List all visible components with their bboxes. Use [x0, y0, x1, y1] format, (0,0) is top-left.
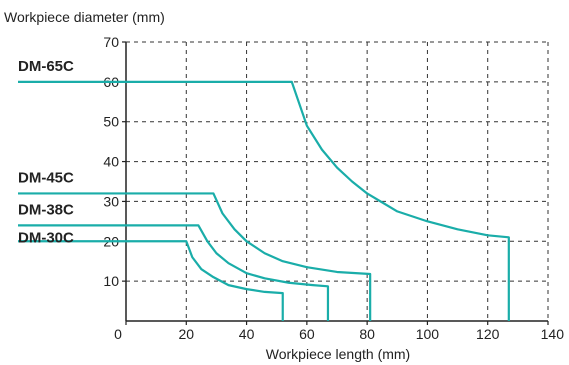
- y-tick-label: 50: [103, 114, 119, 130]
- x-tick-label: 100: [416, 326, 440, 342]
- series-label-dm-65c: DM-65C: [18, 58, 74, 75]
- series-line-dm-38c: [18, 224, 330, 321]
- series: [18, 80, 510, 321]
- y-tick-label: 30: [103, 193, 119, 209]
- labels: DM-65C DM-45C DM-38C DM-30C: [18, 58, 74, 246]
- y-axis-label: Workpiece diameter (mm): [4, 9, 165, 25]
- series-label-dm-38c: DM-38C: [18, 201, 74, 218]
- y-tick-label: 10: [103, 273, 119, 289]
- x-tick-label: 120: [476, 326, 500, 342]
- series-line-dm-45c: [18, 192, 372, 321]
- series-line-dm-30c: [18, 240, 284, 321]
- x-tick-label: 20: [178, 326, 194, 342]
- y-tick-label: 40: [103, 154, 119, 170]
- x-tick-label: 80: [359, 326, 375, 342]
- x-tick-label: 60: [299, 326, 315, 342]
- x-tick-label: 140: [541, 326, 565, 342]
- x-tick-label: 40: [239, 326, 255, 342]
- x-tick-label: 0: [114, 326, 122, 342]
- series-label-dm-30c: DM-30C: [18, 229, 74, 246]
- series-line-dm-65c: [18, 80, 510, 321]
- grid: [126, 42, 548, 321]
- x-axis-label: Workpiece length (mm): [266, 346, 410, 362]
- series-label-dm-45c: DM-45C: [18, 170, 74, 187]
- y-tick-label: 70: [103, 34, 119, 50]
